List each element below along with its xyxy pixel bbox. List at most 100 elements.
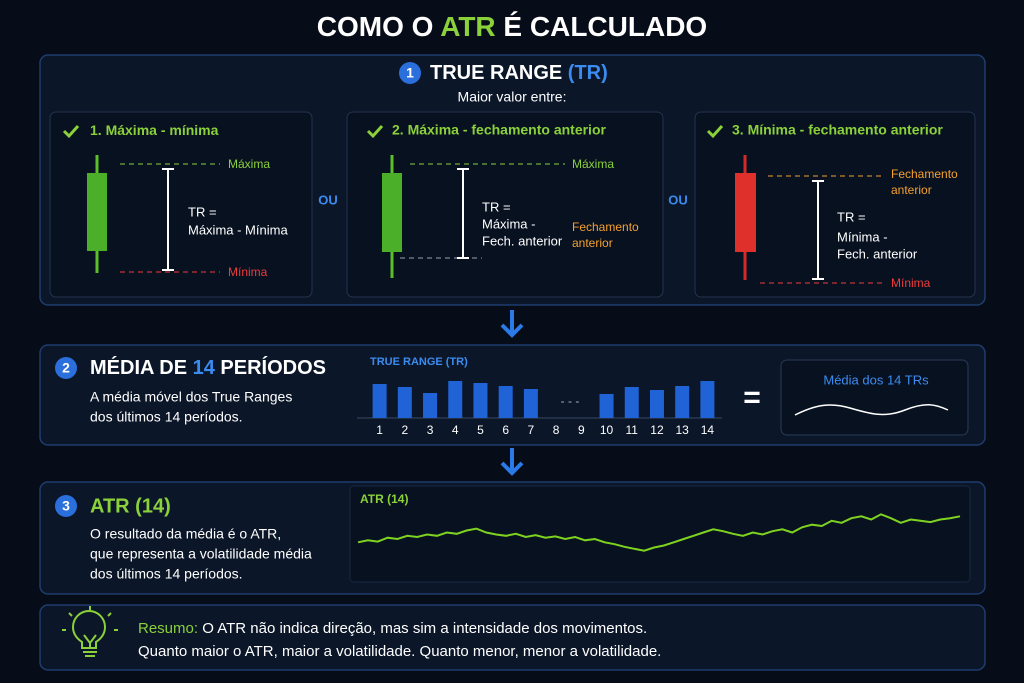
formula: TR = [837, 209, 866, 224]
heading-tag: (TR) [568, 62, 608, 84]
formula: Fech. anterior [837, 246, 918, 261]
title-part: É CALCULADO [496, 11, 708, 42]
heading-text: PERÍODOS [215, 356, 326, 379]
formula: Máxima - Mínima [188, 222, 288, 237]
description: dos últimos 14 períodos. [90, 566, 243, 582]
equals-sign: = [743, 381, 761, 414]
candle-body [382, 173, 402, 252]
x-tick-label: 10 [600, 423, 614, 437]
formula: Máxima - [482, 216, 535, 231]
range-bracket [162, 168, 174, 271]
or-label: OU [668, 192, 688, 207]
check-icon [706, 124, 724, 139]
card-title: 1. Máxima - mínima [90, 122, 219, 138]
x-tick-label: 12 [650, 423, 664, 437]
step-heading: TRUE RANGE (TR) [430, 62, 608, 84]
bar [448, 381, 463, 418]
level-label: anterior [572, 236, 613, 250]
card-title: 2. Máxima - fechamento anterior [392, 122, 607, 138]
summary-line: Resumo: O ATR não indica direção, mas si… [138, 620, 647, 637]
x-tick-label: 4 [452, 423, 459, 437]
step-number: 3 [62, 498, 70, 514]
card [694, 111, 976, 298]
step-heading: ATR (14) [90, 495, 171, 517]
flow-arrow [500, 310, 524, 338]
level-label: Máxima [572, 157, 614, 171]
heading-text: TRUE RANGE [430, 62, 568, 84]
bulb-icon [62, 606, 118, 657]
bar [397, 387, 412, 418]
level-label: Mínima [228, 265, 268, 279]
card-title-text: 1. Máxima - mínima [90, 122, 219, 138]
atr-line [357, 513, 961, 552]
x-tick-label: 3 [427, 423, 434, 437]
step-badge [399, 62, 421, 84]
flow-arrow [500, 448, 524, 476]
card [346, 111, 664, 298]
step-badge [55, 357, 77, 379]
step-heading: MÉDIA DE 14 PERÍODOS [90, 356, 326, 379]
range-bracket [457, 168, 469, 259]
card [49, 111, 313, 298]
chart-title: TRUE RANGE (TR) [370, 356, 468, 368]
step-number: 1 [406, 65, 414, 81]
bar [372, 384, 387, 418]
bar [624, 387, 639, 418]
x-tick-label: 1 [376, 423, 383, 437]
description: A média móvel dos True Ranges [90, 389, 292, 405]
description: dos últimos 14 períodos. [90, 409, 243, 425]
check-icon [62, 124, 80, 139]
bar [423, 393, 438, 418]
x-tick-label: 11 [626, 423, 639, 437]
x-tick-label: 13 [675, 423, 689, 437]
level-label: anterior [891, 183, 932, 197]
candle-body [87, 173, 107, 251]
bar [599, 394, 614, 418]
bar [498, 386, 513, 418]
x-tick-label: 7 [528, 423, 535, 437]
bar [523, 389, 538, 418]
gap-label: - - - [561, 394, 580, 408]
description: que representa a volatilidade média [90, 546, 312, 562]
x-tick-label: 5 [477, 423, 484, 437]
formula: TR = [482, 199, 511, 214]
x-tick-label: 9 [578, 423, 585, 437]
tr-chart: TRUE RANGE (TR) - - - 1 2 3 4 5 6 7 8 9 10 11 12 13 1… [357, 356, 722, 437]
candle-body [735, 173, 756, 252]
bar [473, 383, 488, 418]
atr-chart: ATR (14) [349, 485, 971, 583]
panel [39, 604, 986, 671]
result-label: Média dos 14 TRs [823, 372, 929, 387]
card-title: 3. Mínima - fechamento anterior [732, 122, 943, 138]
x-tick-label: 2 [401, 423, 408, 437]
range-bracket [812, 180, 824, 280]
chart-area [349, 485, 971, 583]
bar [700, 381, 715, 418]
heading-highlight: 14 [193, 357, 216, 379]
step-number: 2 [62, 360, 70, 376]
summary-line: Quanto maior o ATR, maior a volatilidade… [138, 643, 661, 660]
title-highlight: ATR [440, 11, 495, 42]
level-label: Máxima [228, 157, 270, 171]
step-badge [55, 495, 77, 517]
chart-title: ATR (14) [360, 492, 408, 506]
summary-text: O ATR não indica direção, mas sim a inte… [198, 620, 647, 637]
formula: TR = [188, 204, 217, 219]
or-label: OU [318, 192, 338, 207]
description: O resultado da média é o ATR, [90, 526, 281, 542]
title-part: COMO O [317, 11, 440, 42]
summary-label: Resumo: [138, 620, 198, 637]
heading-text: MÉDIA DE [90, 356, 193, 379]
check-icon [366, 124, 384, 139]
subtitle: Maior valor entre: [458, 89, 567, 105]
x-tick-label: 6 [502, 423, 509, 437]
formula: Fech. anterior [482, 233, 563, 248]
level-label: Fechamento [891, 167, 958, 181]
bar [649, 390, 664, 418]
x-tick-label: 8 [553, 423, 560, 437]
page-title: COMO O ATR É CALCULADO [317, 11, 707, 42]
bar [675, 386, 690, 418]
average-curve [794, 404, 949, 416]
level-label: Fechamento [572, 220, 639, 234]
